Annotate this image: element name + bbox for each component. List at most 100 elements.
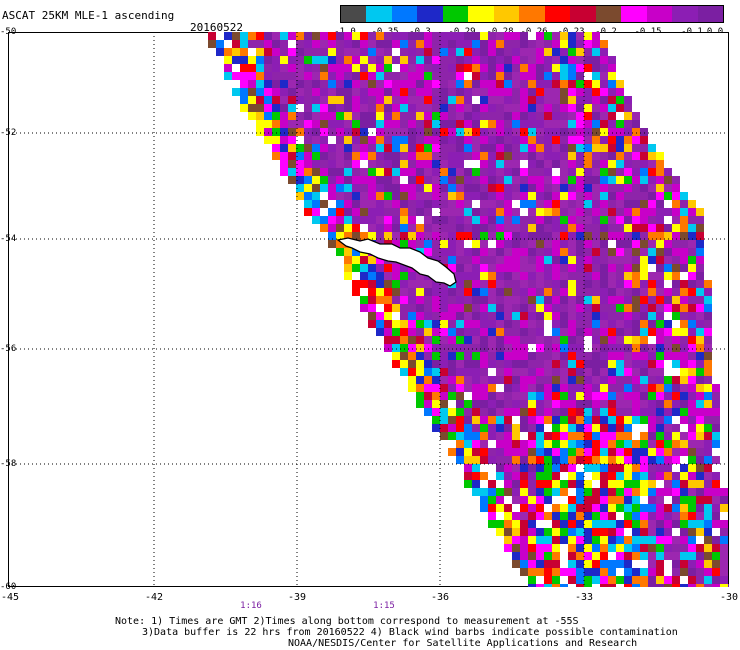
data-pixel: [576, 552, 584, 560]
data-pixel: [544, 464, 552, 472]
data-pixel: [504, 192, 512, 200]
data-pixel: [696, 528, 704, 536]
data-pixel: [456, 368, 464, 376]
data-pixel: [224, 72, 232, 80]
data-pixel: [456, 240, 464, 248]
data-pixel: [520, 304, 528, 312]
data-pixel: [576, 304, 584, 312]
data-pixel: [568, 496, 576, 504]
data-pixel: [368, 184, 376, 192]
data-pixel: [496, 136, 504, 144]
data-pixel: [632, 560, 640, 568]
data-pixel: [296, 128, 304, 136]
data-pixel: [616, 248, 624, 256]
data-pixel: [288, 128, 296, 136]
data-pixel: [408, 112, 416, 120]
data-pixel: [536, 432, 544, 440]
data-pixel: [328, 184, 336, 192]
data-pixel: [568, 184, 576, 192]
data-pixel: [552, 560, 560, 568]
data-pixel: [704, 400, 712, 408]
data-pixel: [680, 504, 688, 512]
data-pixel: [632, 304, 640, 312]
data-pixel: [416, 320, 424, 328]
data-pixel: [536, 408, 544, 416]
data-pixel: [360, 136, 368, 144]
data-pixel: [544, 560, 552, 568]
data-pixel: [440, 352, 448, 360]
data-pixel: [592, 120, 600, 128]
data-pixel: [616, 416, 624, 424]
data-pixel: [600, 240, 608, 248]
data-pixel: [408, 336, 416, 344]
data-pixel: [432, 392, 440, 400]
data-pixel: [472, 344, 480, 352]
data-pixel: [440, 224, 448, 232]
data-pixel: [680, 208, 688, 216]
data-pixel: [320, 120, 328, 128]
data-pixel: [664, 288, 672, 296]
data-pixel: [456, 272, 464, 280]
data-pixel: [216, 32, 224, 40]
data-pixel: [392, 32, 400, 40]
data-pixel: [384, 280, 392, 288]
data-pixel: [440, 376, 448, 384]
data-pixel: [480, 320, 488, 328]
data-pixel: [424, 168, 432, 176]
data-pixel: [584, 384, 592, 392]
data-pixel: [240, 32, 248, 40]
data-pixel: [456, 336, 464, 344]
data-pixel: [704, 536, 712, 544]
data-pixel: [448, 168, 456, 176]
data-pixel: [464, 160, 472, 168]
data-pixel: [600, 560, 608, 568]
data-pixel: [448, 424, 456, 432]
data-pixel: [552, 40, 560, 48]
data-pixel: [352, 288, 360, 296]
data-pixel: [472, 456, 480, 464]
data-pixel: [424, 184, 432, 192]
data-pixel: [640, 424, 648, 432]
data-pixel: [392, 128, 400, 136]
data-pixel: [536, 480, 544, 488]
data-pixel: [440, 304, 448, 312]
data-pixel: [584, 536, 592, 544]
data-pixel: [400, 96, 408, 104]
data-pixel: [656, 216, 664, 224]
data-pixel: [280, 48, 288, 56]
data-pixel: [592, 160, 600, 168]
data-pixel: [624, 528, 632, 536]
data-pixel: [568, 176, 576, 184]
data-pixel: [656, 376, 664, 384]
data-pixel: [544, 160, 552, 168]
data-pixel: [552, 104, 560, 112]
data-pixel: [664, 544, 672, 552]
data-pixel: [528, 312, 536, 320]
data-pixel: [656, 248, 664, 256]
data-pixel: [392, 112, 400, 120]
data-pixel: [304, 56, 312, 64]
data-pixel: [608, 104, 616, 112]
data-pixel: [392, 120, 400, 128]
data-pixel: [520, 144, 528, 152]
data-pixel: [536, 584, 544, 587]
data-pixel: [616, 480, 624, 488]
data-pixel: [448, 312, 456, 320]
data-pixel: [592, 560, 600, 568]
data-pixel: [408, 144, 416, 152]
data-pixel: [552, 176, 560, 184]
data-pixel: [536, 336, 544, 344]
data-pixel: [528, 208, 536, 216]
data-pixel: [616, 296, 624, 304]
data-pixel: [416, 368, 424, 376]
data-pixel: [544, 384, 552, 392]
data-pixel: [696, 392, 704, 400]
data-pixel: [544, 168, 552, 176]
data-pixel: [464, 296, 472, 304]
data-pixel: [576, 64, 584, 72]
data-pixel: [248, 88, 256, 96]
data-pixel: [632, 464, 640, 472]
data-pixel: [432, 160, 440, 168]
data-pixel: [584, 432, 592, 440]
data-pixel: [576, 312, 584, 320]
